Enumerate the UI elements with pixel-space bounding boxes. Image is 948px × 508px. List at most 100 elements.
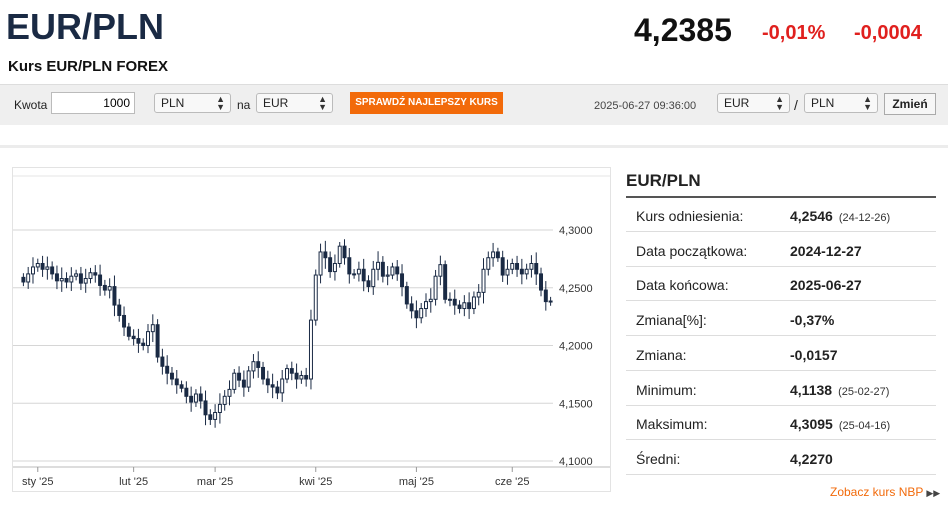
candle-body	[452, 298, 457, 306]
stat-label: Maksimum:	[636, 416, 708, 433]
candle-body	[486, 257, 491, 270]
candle-body	[318, 251, 323, 276]
nbp-rate-link[interactable]: Zobacz kurs NBP ▶▶	[830, 485, 940, 499]
converter-toolbar: Kwota PLN ▲▼ na EUR ▲▼ SPRAWDŹ NAJLEPSZY…	[0, 85, 948, 125]
candle-body	[45, 266, 50, 270]
candle-body	[543, 289, 548, 303]
candle-body	[328, 257, 333, 273]
stat-label: Kurs odniesienia:	[636, 208, 744, 224]
stat-row: Zmiana: -0,0157	[626, 337, 936, 371]
candle-body	[141, 342, 146, 347]
page-title: EUR/PLN	[6, 6, 165, 47]
candle-body	[467, 302, 472, 310]
select-arrows-icon: ▲ ▼	[863, 94, 872, 112]
candle-body	[505, 268, 510, 276]
candle-body	[342, 245, 347, 259]
candle-body	[356, 268, 361, 275]
candle-body	[462, 302, 467, 310]
candle-body	[93, 272, 98, 276]
best-rate-button[interactable]: SPRAWDŹ NAJLEPSZY KURS	[350, 92, 503, 114]
candle-body	[107, 286, 112, 291]
candle-body	[539, 273, 544, 291]
panel-title: EUR/PLN	[626, 171, 701, 190]
candle-body	[524, 268, 529, 275]
candle-body	[64, 278, 69, 283]
candle-body	[352, 273, 357, 276]
candle-body	[376, 261, 381, 270]
stat-value: 2025-06-27	[790, 277, 868, 293]
candle-body	[313, 274, 318, 321]
candle-body	[98, 274, 103, 286]
stat-label: Data końcowa:	[636, 277, 729, 294]
candle-body	[433, 275, 438, 300]
candle-body	[69, 275, 74, 283]
pair-quote-value: PLN	[811, 96, 835, 110]
swap-pair-button[interactable]: Zmień	[884, 93, 936, 115]
candle-body	[515, 262, 520, 270]
candle-body	[155, 324, 160, 358]
candle-body	[294, 372, 299, 380]
candle-body	[500, 257, 505, 276]
candle-body	[308, 319, 313, 380]
y-tick-label: 4,2500	[559, 283, 593, 295]
candle-body	[165, 365, 170, 374]
candle-body	[289, 368, 294, 374]
candle-body	[40, 262, 45, 270]
nbp-link-label: Zobacz kurs NBP	[830, 485, 924, 499]
from-currency-value: PLN	[161, 96, 185, 110]
stat-value: -0,37%	[790, 312, 840, 328]
candle-body	[21, 276, 26, 283]
y-tick-label: 4,2000	[559, 341, 593, 353]
candle-body	[495, 251, 500, 259]
to-label: na	[237, 98, 251, 112]
candle-body	[476, 291, 481, 298]
to-currency-select[interactable]: EUR ▲ ▼	[256, 93, 333, 113]
candle-body	[213, 411, 218, 420]
x-tick-label: mar '25	[197, 476, 233, 488]
candle-body	[304, 375, 309, 380]
stat-row: Kurs odniesienia: 4,2546 (24-12-26)	[626, 198, 936, 232]
candle-body	[457, 304, 462, 310]
amount-input[interactable]	[51, 92, 135, 114]
candle-body	[491, 251, 496, 259]
stat-value-text: 2025-06-27	[790, 277, 862, 294]
candle-body	[189, 395, 194, 403]
from-currency-select[interactable]: PLN ▲ ▼	[154, 93, 231, 113]
pair-base-select[interactable]: EUR ▲ ▼	[717, 93, 790, 113]
candle-body	[270, 384, 275, 388]
candle-body	[280, 378, 285, 394]
panel-divider	[626, 196, 936, 198]
candle-body	[78, 273, 83, 284]
x-tick-label: sty '25	[22, 476, 53, 488]
candle-body	[74, 273, 79, 277]
candle-body	[193, 393, 198, 403]
candle-body	[337, 245, 342, 264]
page-subtitle: Kurs EUR/PLN FOREX	[8, 58, 169, 75]
stat-value: 4,2270	[790, 451, 839, 467]
candle-body	[380, 261, 385, 277]
candle-body	[232, 372, 237, 390]
stat-value-text: 4,2270	[790, 450, 833, 467]
pair-quote-select[interactable]: PLN ▲ ▼	[804, 93, 878, 113]
stat-value: 4,2546 (24-12-26)	[790, 208, 890, 224]
candle-body	[332, 262, 337, 273]
candle-body	[366, 280, 371, 288]
candle-body	[131, 335, 136, 340]
candle-body	[222, 395, 227, 405]
candle-body	[237, 372, 242, 381]
candle-body	[160, 356, 165, 367]
x-tick-label: cze '25	[495, 476, 530, 488]
candle-body	[447, 298, 452, 301]
candle-body	[299, 375, 304, 380]
stat-row: Średni: 4,2270	[626, 441, 936, 475]
section-divider	[0, 145, 948, 148]
stat-label: Zmiana:	[636, 346, 687, 363]
stat-label: Średni:	[636, 450, 681, 467]
candle-body	[184, 387, 189, 397]
candle-body	[117, 304, 122, 316]
amount-label: Kwota	[14, 98, 48, 112]
candle-body	[227, 388, 232, 397]
candle-body	[404, 286, 409, 305]
header-divider	[0, 84, 948, 85]
stat-value-text: 2024-12-27	[790, 242, 862, 259]
